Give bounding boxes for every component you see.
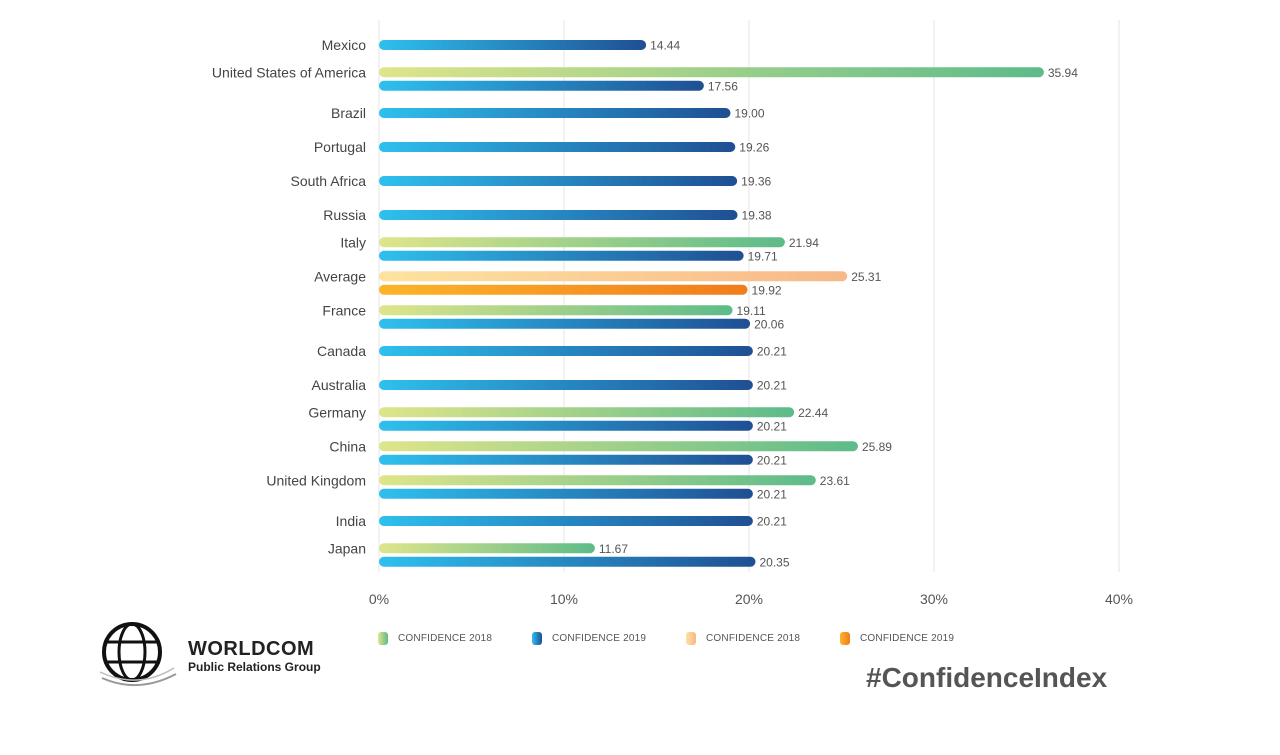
value-label: 19.38 [742,209,772,223]
worldcom-logo: WORLDCOM Public Relations Group [98,620,321,692]
bar-japan-s0 [379,543,595,554]
bar-united-kingdom-s1 [379,488,753,499]
value-label: 23.61 [820,474,850,488]
x-tick-label: 10% [550,591,578,607]
value-label: 19.92 [752,283,782,297]
category-label: Australia [312,377,367,393]
x-tick-label: 0% [369,591,389,607]
bar-mexico-s1 [379,40,647,50]
bar-italy-s0 [379,237,785,248]
value-label: 14.44 [650,39,680,53]
category-label: France [322,302,366,318]
logo-subtitle: Public Relations Group [188,660,321,674]
bar-canada-s1 [379,346,753,356]
logo-name: WORLDCOM [188,638,315,660]
value-label: 21.94 [789,236,819,250]
bar-australia-s1 [379,380,753,390]
legend-item-2019: CONFIDENCE 2019 [532,632,686,645]
bar-chart: 0% 10% 20% 30% 40% 14.44 Mexico 35.94 17.56 Unite… [212,20,1133,607]
value-label: 17.56 [708,79,738,93]
bar-russia-s1 [379,210,738,220]
value-label: 19.11 [737,304,766,318]
legend-item-avg-2019: CONFIDENCE 2019 [840,632,994,645]
bar-japan-s1 [379,556,756,567]
category-label: United Kingdom [266,472,366,488]
category-label: Mexico [322,37,367,53]
value-label: 20.21 [757,487,787,501]
value-label: 19.00 [735,107,765,121]
value-label: 11.67 [599,542,628,556]
category-label: India [336,513,367,529]
legend: CONFIDENCE 2018 CONFIDENCE 2019 CONFIDEN… [378,632,994,645]
legend-swatch [686,632,696,645]
labels: 0% 10% 20% 30% 40% 14.44 Mexico 35.94 17.56 Unite… [212,37,1133,607]
bar-brazil-s1 [379,108,731,118]
bar-germany-s1 [379,420,753,431]
bar-italy-s1 [379,250,744,261]
legend-swatch [532,632,542,645]
bar-portugal-s1 [379,142,736,152]
value-label: 20.21 [757,345,787,359]
category-label: United States of America [212,64,366,80]
bar-india-s1 [379,516,753,526]
value-label: 20.21 [757,453,787,467]
bar-average-s3 [379,284,748,295]
category-label: Russia [323,207,366,223]
bars [379,40,1044,567]
category-label: Portugal [314,139,366,155]
category-label: Canada [317,343,366,359]
category-label: China [329,438,366,454]
value-label: 19.26 [739,141,769,155]
legend-label: CONFIDENCE 2019 [860,633,955,644]
bar-south-africa-s1 [379,176,738,186]
bar-average-s2 [379,271,848,282]
legend-swatch [840,632,850,645]
value-label: 35.94 [1048,66,1078,80]
bar-united-states-of-america-s1 [379,80,704,91]
bar-united-states-of-america-s0 [379,67,1044,78]
category-label: South Africa [291,173,367,189]
legend-item-2018: CONFIDENCE 2018 [378,632,532,645]
legend-item-avg-2018: CONFIDENCE 2018 [686,632,840,645]
category-label: Japan [328,540,366,556]
value-label: 19.71 [748,249,778,263]
bar-germany-s0 [379,407,795,418]
legend-label: CONFIDENCE 2019 [552,633,647,644]
value-label: 25.31 [851,270,881,284]
bar-china-s0 [379,441,858,452]
x-tick-label: 40% [1105,591,1133,607]
bar-china-s1 [379,454,753,465]
category-label: Italy [340,234,366,250]
legend-swatch [378,632,388,645]
value-label: 22.44 [798,406,828,420]
value-label: 19.36 [741,175,771,189]
value-label: 20.21 [757,419,787,433]
value-label: 20.21 [757,515,787,529]
x-tick-label: 20% [735,591,763,607]
category-label: Average [314,268,366,284]
bar-france-s1 [379,318,751,329]
bar-france-s0 [379,305,733,316]
legend-label: CONFIDENCE 2018 [398,633,493,644]
category-label: Germany [308,404,366,420]
value-label: 20.21 [757,379,787,393]
value-label: 20.06 [754,317,784,331]
x-tick-label: 30% [920,591,948,607]
value-label: 25.89 [862,440,892,454]
legend-label: CONFIDENCE 2018 [706,633,801,644]
value-label: 20.35 [759,555,789,569]
globe-icon [99,622,177,687]
bar-united-kingdom-s0 [379,475,816,486]
hashtag: #ConfidenceIndex [866,662,1108,693]
category-label: Brazil [331,105,366,121]
